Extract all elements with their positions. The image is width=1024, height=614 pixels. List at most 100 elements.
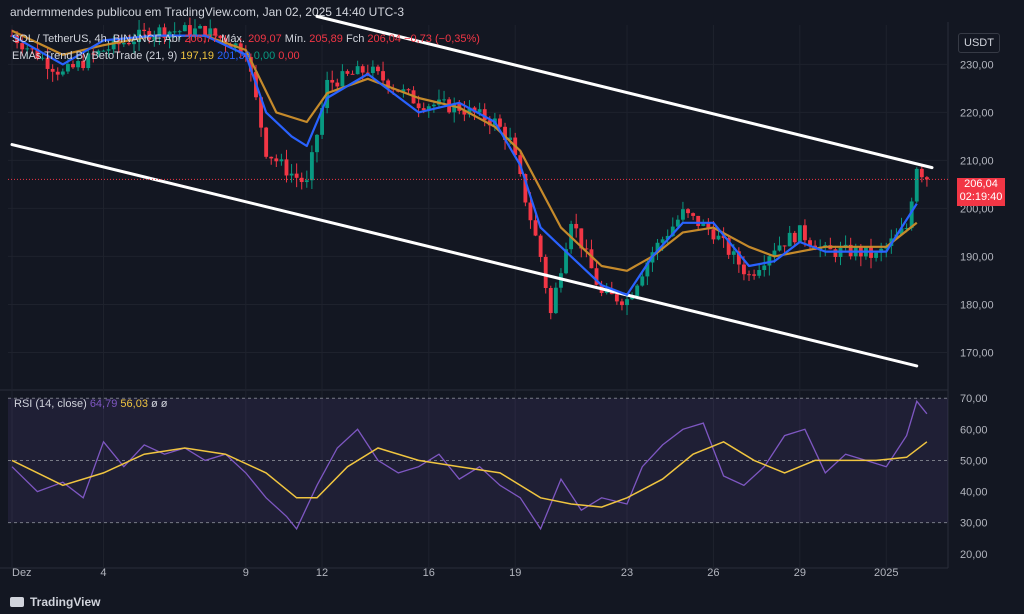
- candle-body: [691, 213, 696, 216]
- close-value: 206,04: [367, 33, 402, 45]
- candle-body: [772, 250, 777, 257]
- candle-body: [218, 35, 223, 39]
- candle-body: [701, 222, 706, 226]
- candle-body: [919, 168, 924, 178]
- candle-body: [498, 118, 502, 127]
- candle-body: [797, 225, 802, 243]
- candle-body: [111, 39, 116, 50]
- candle-body: [620, 301, 624, 306]
- candle-body: [802, 225, 807, 241]
- candle-body: [675, 219, 680, 227]
- rsi-tick-label: 70,00: [960, 393, 988, 405]
- rsi-value: 64,79: [89, 398, 118, 410]
- candle-body: [228, 44, 233, 48]
- candle-body: [279, 159, 284, 162]
- open-value: 206,77: [184, 33, 219, 45]
- candle-body: [655, 242, 660, 253]
- candle-body: [71, 63, 75, 68]
- candle-body: [874, 252, 879, 258]
- currency-button[interactable]: USDT: [958, 33, 1000, 53]
- time-tick-label: Dez: [12, 567, 32, 579]
- candle-body: [370, 66, 375, 74]
- rsi-tick-label: 40,00: [960, 487, 988, 499]
- tradingview-logo-icon: [10, 597, 24, 607]
- candle-body: [376, 66, 380, 72]
- candle-body: [401, 89, 406, 92]
- candle-body: [86, 53, 91, 69]
- candle-body: [187, 25, 192, 36]
- candle-body: [716, 235, 721, 240]
- rsi-line: [11, 399, 928, 531]
- candle-body: [431, 104, 436, 107]
- candle-body: [340, 71, 345, 87]
- price-layer: [8, 14, 948, 368]
- tradingview-brand[interactable]: TradingView: [10, 595, 100, 609]
- time-tick-label: 12: [316, 567, 328, 579]
- candle-body: [35, 48, 40, 59]
- high-value: 209,07: [248, 33, 282, 45]
- low-value: 205,89: [309, 33, 343, 45]
- publisher-caption: andermmendes publicou em TradingView.com…: [10, 5, 405, 19]
- candle-body: [477, 109, 482, 113]
- candle-body: [203, 26, 208, 37]
- time-tick-label: 23: [621, 567, 633, 579]
- candle-body: [503, 126, 507, 140]
- candle-body: [914, 168, 919, 202]
- candle-body: [30, 48, 35, 50]
- ema-title[interactable]: EMAs Trend By BetoTrade (21, 9): [12, 50, 178, 62]
- candle-body: [833, 249, 838, 257]
- price-tick-label: 180,00: [960, 299, 994, 311]
- candle-body: [670, 226, 675, 236]
- ema-value-1: 197,19: [180, 50, 214, 62]
- candle-body: [304, 180, 309, 183]
- candle-body: [350, 73, 355, 75]
- candle-body: [452, 103, 457, 113]
- candle-body: [462, 110, 467, 115]
- candle-body: [543, 256, 548, 288]
- candle-body: [564, 249, 568, 274]
- channel-line: [315, 14, 934, 170]
- candle-body: [381, 71, 385, 81]
- candle-body: [533, 220, 538, 236]
- candle-body: [91, 53, 96, 55]
- candle-body: [645, 262, 650, 277]
- candle-body: [299, 177, 304, 183]
- candle-body: [752, 274, 757, 276]
- candle-body: [528, 202, 533, 221]
- time-tick-label: 19: [509, 567, 521, 579]
- candle-body: [198, 26, 202, 29]
- candle-body: [274, 158, 279, 162]
- candle-body: [264, 127, 269, 157]
- candle-body: [426, 106, 431, 111]
- candle-body: [193, 28, 197, 36]
- candle-body: [665, 235, 670, 240]
- candle-body: [640, 276, 645, 286]
- time-tick-label: 26: [707, 567, 719, 579]
- candle-body: [706, 222, 711, 230]
- candle-body: [538, 235, 543, 257]
- candle-body: [106, 49, 111, 51]
- ema-value-2: 201,39: [217, 50, 251, 62]
- high-label: Máx.: [221, 33, 245, 45]
- candle-body: [711, 229, 716, 240]
- last-price-value: 206,04: [964, 178, 998, 190]
- footer: TradingView: [0, 592, 1024, 614]
- candle-body: [25, 48, 30, 50]
- candle-body: [899, 228, 904, 235]
- symbol-name[interactable]: SOL / TetherUS, 4h, BINANCE: [12, 33, 162, 45]
- candle-body: [355, 66, 360, 75]
- candle-body: [172, 31, 177, 33]
- price-tick-label: 170,00: [960, 347, 994, 359]
- candle-body: [223, 38, 228, 45]
- candle-body: [808, 240, 812, 246]
- axis-layer: 170,00 180,00 190,00 200,00 210,00 220,00 230,…: [12, 59, 994, 579]
- candle-body: [315, 134, 319, 153]
- candle-body: [96, 50, 101, 55]
- candle-body: [726, 238, 731, 255]
- time-tick-label: 16: [423, 567, 435, 579]
- candle-body: [65, 63, 70, 72]
- ema-legend: EMAs Trend By BetoTrade (21, 9) 197,19 2…: [12, 50, 300, 62]
- rsi-title[interactable]: RSI (14, close): [14, 398, 87, 410]
- candle-body: [782, 245, 787, 247]
